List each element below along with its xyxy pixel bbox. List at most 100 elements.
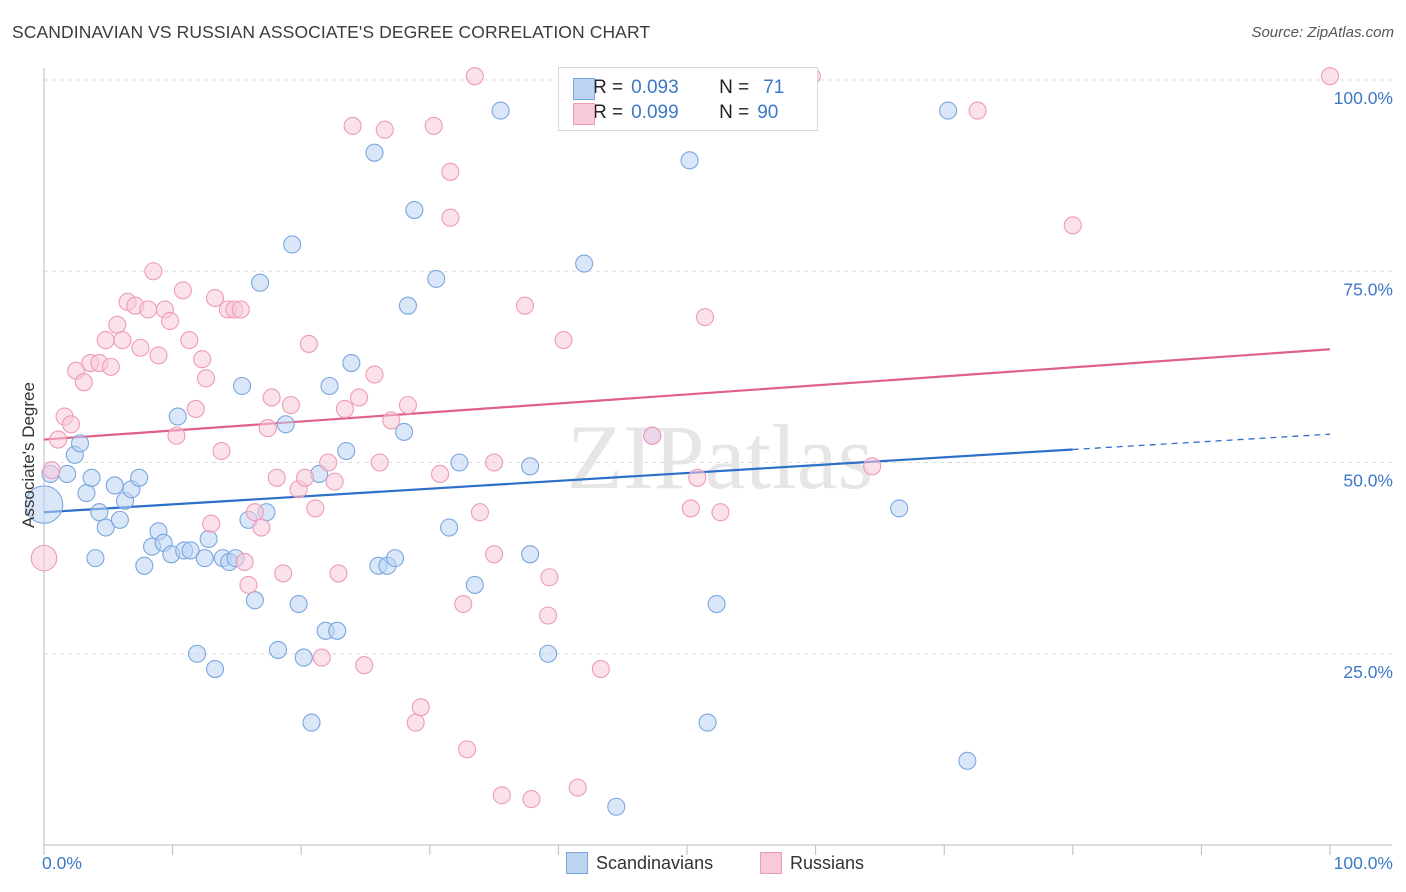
data-point-russians bbox=[370, 453, 389, 472]
data-point-russians bbox=[968, 101, 987, 120]
data-point-scandinavians bbox=[320, 376, 339, 396]
data-point-russians bbox=[180, 331, 199, 350]
data-point-russians bbox=[695, 308, 715, 327]
data-point-russians bbox=[458, 740, 477, 759]
data-point-russians bbox=[281, 396, 300, 415]
data-point-scandinavians bbox=[405, 201, 424, 220]
trend-lines bbox=[43, 348, 1331, 514]
correlation-legend: R = 0.093 N = 71 R = 0.099 N = 90 bbox=[558, 67, 818, 131]
data-point-scandinavians bbox=[77, 484, 96, 503]
data-point-scandinavians bbox=[575, 254, 594, 273]
legend-n-label: N = bbox=[719, 102, 750, 123]
data-point-russians bbox=[539, 606, 558, 625]
data-point-russians bbox=[173, 281, 192, 300]
data-point-scandinavians bbox=[276, 415, 295, 434]
data-point-russians bbox=[113, 331, 132, 350]
data-point-russians bbox=[1320, 67, 1340, 86]
x-tick-label-left: 0.0% bbox=[42, 853, 82, 873]
data-point-russians bbox=[465, 67, 484, 86]
data-point-russians bbox=[312, 648, 331, 667]
data-point-russians bbox=[643, 426, 662, 445]
legend-n-value: 90 bbox=[757, 102, 779, 123]
chart-source: Source: ZipAtlas.com bbox=[1251, 24, 1394, 41]
y-tick-label: 25.0% bbox=[1343, 662, 1393, 682]
data-point-russians bbox=[193, 350, 212, 369]
data-point-russians bbox=[42, 461, 61, 480]
data-point-scandinavians bbox=[58, 464, 77, 484]
data-point-russians bbox=[49, 430, 68, 449]
data-point-scandinavians bbox=[337, 441, 356, 461]
data-points bbox=[24, 67, 1340, 816]
y-tick-label: 50.0% bbox=[1343, 471, 1393, 491]
data-point-scandinavians bbox=[707, 594, 726, 614]
data-point-russians bbox=[1063, 216, 1082, 235]
data-point-scandinavians bbox=[289, 594, 308, 614]
legend-r-value: 0.093 bbox=[631, 77, 679, 98]
data-point-scandinavians bbox=[521, 457, 540, 476]
data-point-russians bbox=[863, 457, 882, 476]
watermark: ZIPatlas bbox=[567, 406, 874, 508]
data-point-russians bbox=[522, 790, 541, 809]
data-point-scandinavians bbox=[250, 273, 270, 292]
data-point-russians bbox=[205, 288, 225, 308]
data-point-scandinavians bbox=[135, 556, 154, 575]
data-point-russians bbox=[375, 120, 394, 139]
data-point-russians bbox=[262, 388, 281, 407]
data-point-russians bbox=[681, 499, 700, 518]
data-point-russians bbox=[568, 778, 587, 797]
data-point-russians bbox=[382, 411, 401, 430]
legend-n-value: 71 bbox=[763, 77, 785, 98]
data-point-russians bbox=[591, 659, 610, 679]
data-point-scandinavians bbox=[168, 407, 187, 426]
y-axis-label: Associate's Degree bbox=[19, 382, 38, 528]
data-point-scandinavians bbox=[958, 751, 977, 770]
axes bbox=[43, 68, 1392, 855]
data-point-scandinavians bbox=[342, 353, 361, 373]
data-point-russians bbox=[144, 262, 163, 281]
data-point-scandinavians bbox=[199, 529, 218, 549]
data-point-russians bbox=[485, 453, 504, 472]
data-point-russians bbox=[398, 396, 417, 415]
data-point-russians bbox=[365, 365, 384, 384]
data-point-russians bbox=[424, 116, 443, 135]
data-point-russians bbox=[196, 369, 216, 388]
data-point-scandinavians bbox=[24, 485, 64, 524]
data-point-scandinavians bbox=[96, 518, 115, 537]
data-point-scandinavians bbox=[187, 644, 207, 663]
data-point-russians bbox=[74, 373, 93, 392]
data-point-russians bbox=[131, 338, 150, 357]
legend-row-russians: R = 0.099 N = 90 bbox=[573, 101, 779, 125]
legend-row-scandinavians: R = 0.093 N = 71 bbox=[573, 76, 785, 100]
y-tick-label: 100.0% bbox=[1334, 88, 1393, 108]
data-point-russians bbox=[554, 331, 573, 350]
legend-swatch-scandinavians bbox=[573, 78, 595, 100]
data-point-scandinavians bbox=[698, 713, 717, 732]
data-point-scandinavians bbox=[440, 518, 459, 537]
data-point-scandinavians bbox=[232, 376, 252, 396]
data-point-russians bbox=[267, 468, 286, 487]
data-point-scandinavians bbox=[386, 549, 405, 568]
bottom-legend-label: Russians bbox=[790, 852, 865, 873]
series-russians bbox=[30, 67, 1340, 809]
data-point-russians bbox=[186, 399, 205, 419]
bottom-legend-russians: Russians bbox=[760, 852, 864, 874]
data-point-russians bbox=[319, 453, 338, 472]
data-point-scandinavians bbox=[269, 640, 288, 659]
data-point-russians bbox=[160, 311, 180, 331]
data-point-russians bbox=[139, 300, 158, 319]
legend-n-label: N = bbox=[719, 77, 750, 98]
data-point-scandinavians bbox=[90, 503, 109, 522]
data-point-scandinavians bbox=[521, 545, 540, 564]
data-point-scandinavians bbox=[283, 235, 302, 254]
data-point-russians bbox=[355, 656, 374, 675]
data-point-scandinavians bbox=[105, 476, 124, 495]
data-point-russians bbox=[30, 544, 58, 572]
data-point-russians bbox=[329, 564, 348, 583]
data-point-russians bbox=[61, 415, 81, 434]
data-point-scandinavians bbox=[195, 549, 214, 568]
data-point-russians bbox=[688, 468, 707, 487]
data-point-russians bbox=[411, 698, 430, 717]
data-point-russians bbox=[202, 514, 221, 533]
bottom-swatch-russians bbox=[760, 852, 782, 874]
data-point-russians bbox=[101, 357, 120, 376]
